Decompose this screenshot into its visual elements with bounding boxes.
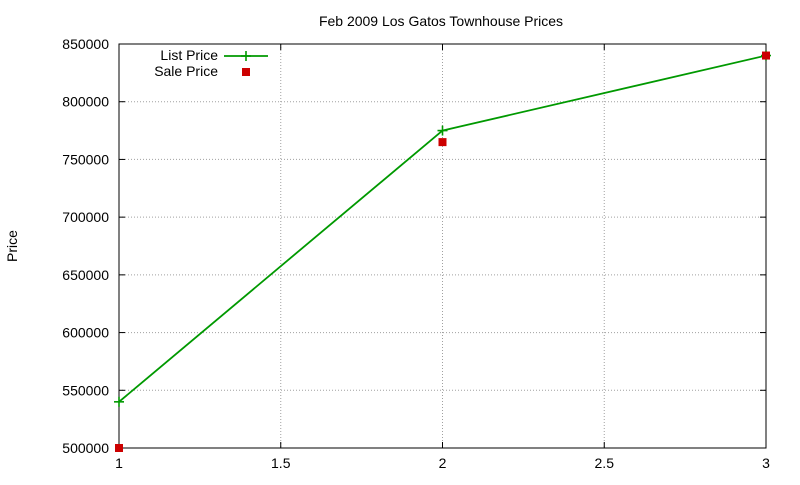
- legend-label-list-price: List Price: [160, 47, 218, 63]
- x-tick-label: 2: [439, 455, 447, 471]
- y-tick-label: 800000: [62, 94, 109, 110]
- data-point-marker: [438, 138, 447, 147]
- x-tick-label: 1.5: [271, 455, 291, 471]
- y-tick-label: 700000: [62, 209, 109, 225]
- y-tick-label: 500000: [62, 440, 109, 456]
- x-tick-label: 1: [115, 455, 123, 471]
- grid: [119, 44, 766, 448]
- data-point-marker: [437, 125, 448, 136]
- legend-plus-marker: [241, 51, 251, 61]
- y-tick-label: 750000: [62, 151, 109, 167]
- x-tick-label: 2.5: [595, 455, 615, 471]
- legend: List Price Sale Price: [154, 47, 268, 79]
- legend-marker-sale-price: [242, 68, 250, 76]
- chart-title: Feb 2009 Los Gatos Townhouse Prices: [319, 13, 563, 29]
- data-point-marker: [114, 396, 124, 407]
- x-tick-label: 3: [762, 455, 770, 471]
- data-point-marker: [115, 444, 123, 452]
- series-layer: [114, 50, 771, 452]
- axes: 1 1.5 2 2.5 3 500000 550000 600000 650000 700000 7…: [62, 36, 770, 471]
- legend-square-marker: [242, 68, 250, 76]
- legend-marker-list-price: [241, 51, 251, 61]
- legend-label-sale-price: Sale Price: [154, 63, 218, 79]
- series-sale-price: [115, 51, 770, 452]
- y-tick-label: 850000: [62, 36, 109, 52]
- data-point-marker: [762, 51, 770, 60]
- y-axis-label: Price: [4, 230, 20, 262]
- y-tick-label: 550000: [62, 382, 109, 398]
- y-tick-label: 600000: [62, 325, 109, 341]
- y-tick-label: 650000: [62, 267, 109, 283]
